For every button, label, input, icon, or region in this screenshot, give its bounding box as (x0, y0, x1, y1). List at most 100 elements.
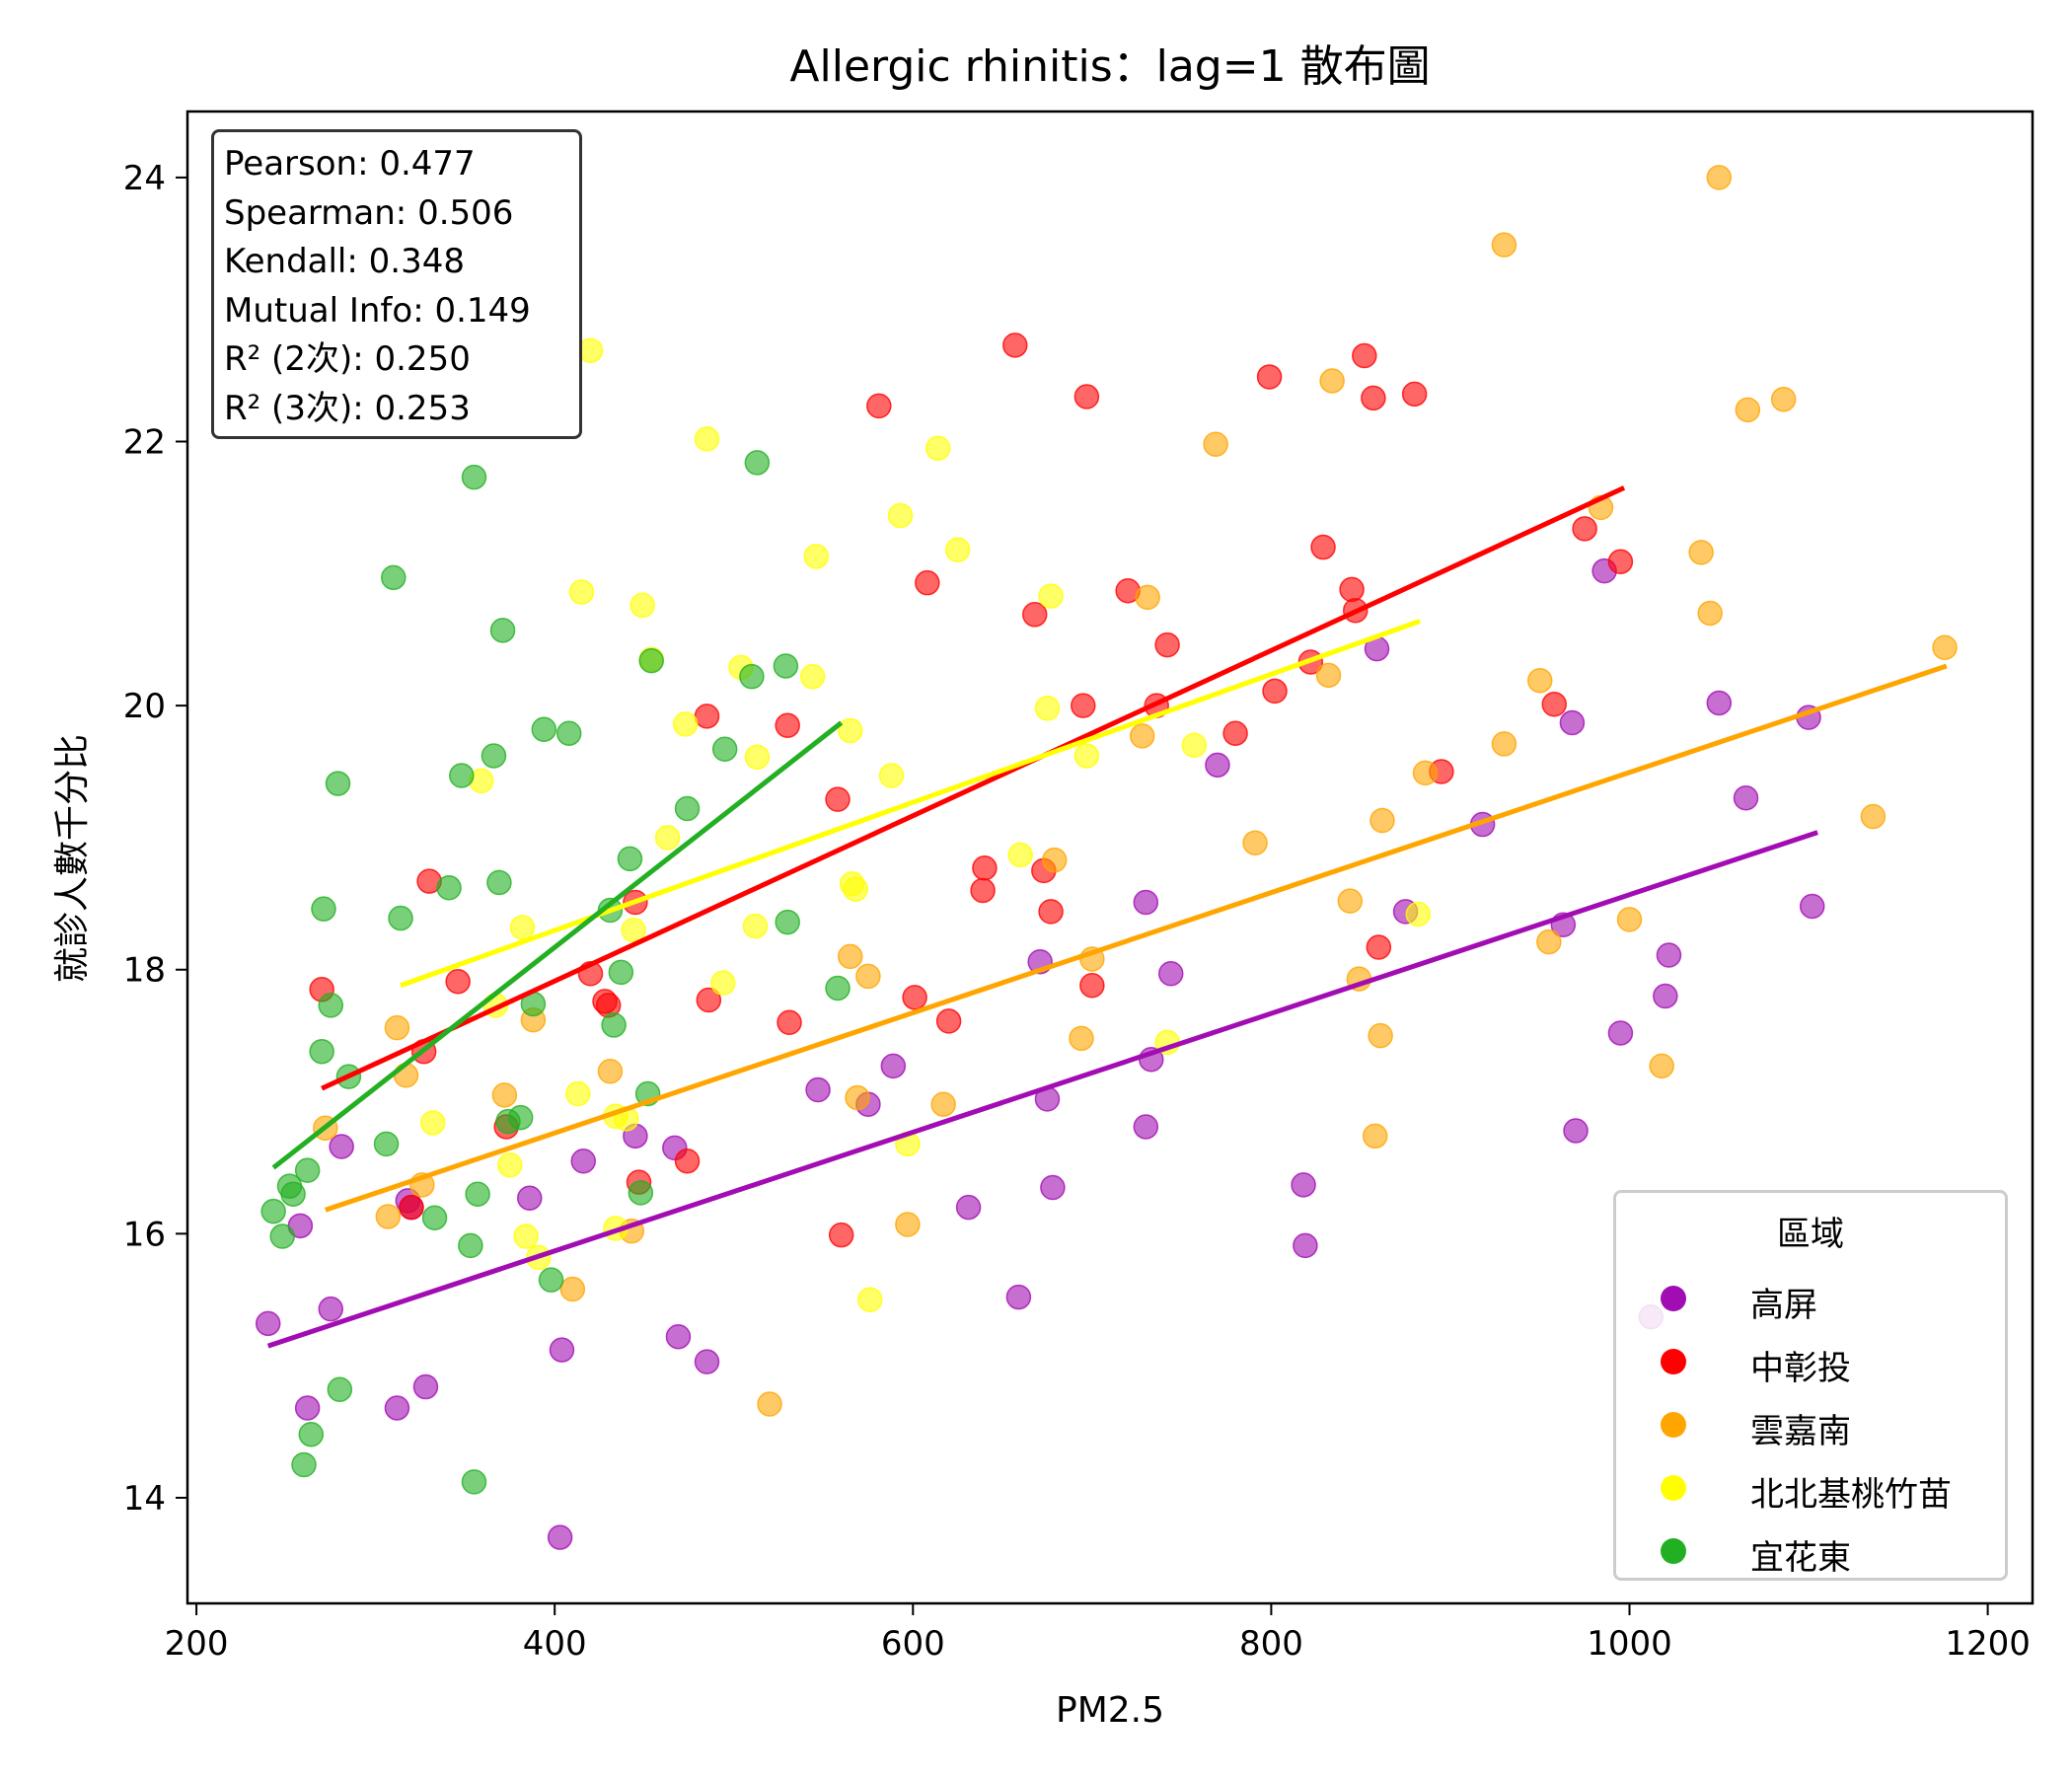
scatter-point (1572, 516, 1597, 542)
scatter-point (629, 592, 655, 619)
regression-line (400, 619, 1421, 989)
scatter-point (1362, 1123, 1388, 1150)
scatter-point (1656, 942, 1682, 968)
scatter-point (497, 1152, 523, 1178)
scatter-point (694, 1349, 720, 1374)
scatter-point (1242, 830, 1268, 856)
scatter-point (855, 963, 881, 990)
x-tick-label: 400 (523, 1624, 587, 1664)
x-tick-label: 800 (1239, 1624, 1303, 1664)
scatter-point (1073, 743, 1100, 769)
legend-marker (1661, 1286, 1686, 1311)
scatter-point (1040, 1174, 1066, 1201)
scatter-point (461, 1469, 487, 1495)
y-tick-label: 24 (123, 159, 166, 198)
scatter-point (1256, 364, 1283, 390)
scatter-point (1559, 709, 1586, 736)
scatter-point (465, 1181, 490, 1207)
scatter-point (694, 704, 720, 729)
scatter-point (1135, 584, 1160, 611)
scatter-point (930, 1091, 956, 1117)
legend: 區域 高屏 中彰投 雲嘉南 北北基桃竹苗 宜花東 (1613, 1190, 2008, 1581)
scatter-point (318, 993, 343, 1018)
scatter-point (935, 1008, 962, 1034)
legend-item: 中彰投 (1616, 1337, 2005, 1388)
scatter-point (1319, 368, 1345, 394)
stat-kendall: Kendall: 0.348 (224, 242, 465, 282)
scatter-point (694, 426, 720, 452)
legend-label: 宜花東 (1750, 1538, 1851, 1578)
scatter-point (1205, 752, 1230, 779)
scatter-point (955, 1194, 982, 1221)
scatter-point (1038, 899, 1064, 925)
correlation-stats-box: Pearson: 0.477 Spearman: 0.506 Kendall: … (211, 129, 582, 439)
scatter-point (1607, 549, 1634, 575)
scatter-point (799, 663, 826, 690)
scatter-point (1352, 342, 1377, 369)
scatter-point (1401, 381, 1428, 408)
scatter-point (895, 1212, 921, 1237)
scatter-point (773, 653, 799, 679)
scatter-point (1616, 907, 1643, 932)
scatter-point (775, 712, 800, 738)
stat-r2-cubic: R² (3次): 0.253 (224, 388, 471, 428)
scatter-point (549, 1337, 575, 1363)
scatter-point (538, 1267, 564, 1293)
scatter-point (1607, 1020, 1634, 1046)
regression-line (271, 720, 844, 1170)
scatter-point (436, 875, 462, 901)
scatter-point (944, 537, 971, 562)
scatter-point (1038, 583, 1064, 609)
scatter-point (412, 1373, 439, 1400)
scatter-point (421, 1205, 448, 1231)
scatter-point (1770, 386, 1797, 412)
scatter-point (1733, 785, 1759, 811)
scatter-point (1491, 731, 1517, 757)
scatter-point (837, 717, 863, 744)
scatter-point (517, 1185, 543, 1211)
x-tick-label: 200 (165, 1624, 229, 1664)
scatter-point (461, 464, 487, 490)
scatter-point (280, 1181, 306, 1207)
scatter-point (757, 1391, 782, 1417)
scatter-point (628, 1180, 654, 1206)
scatter-point (1133, 1114, 1159, 1140)
scatter-point (1262, 678, 1288, 705)
scatter-point (674, 795, 701, 822)
scatter-point (1034, 696, 1061, 721)
scatter-point (555, 720, 582, 746)
scatter-point (739, 663, 765, 690)
scatter-point (1649, 1053, 1674, 1079)
scatter-point (1071, 693, 1096, 718)
scatter-point (1129, 723, 1155, 749)
scatter-point (777, 1009, 802, 1036)
scatter-point (672, 711, 699, 737)
scatter-point (388, 905, 413, 931)
legend-item: 高屏 (1616, 1274, 2005, 1325)
scatter-point (1005, 1284, 1032, 1310)
scatter-point (902, 985, 927, 1010)
scatter-point (711, 736, 738, 763)
scatter-point (491, 1082, 518, 1108)
y-tick-label: 18 (123, 951, 166, 991)
x-tick-label: 1000 (1587, 1624, 1672, 1664)
scatter-point (384, 1395, 410, 1421)
scatter-point (1526, 667, 1553, 694)
scatter-point (710, 970, 736, 996)
scatter-point (1405, 901, 1432, 927)
scatter-point (393, 1063, 419, 1088)
scatter-point (970, 877, 996, 904)
scatter-point (1133, 889, 1159, 916)
scatter-point (1860, 803, 1887, 830)
scatter-point (399, 1194, 424, 1221)
scatter-point (878, 763, 905, 788)
scatter-point (486, 869, 512, 896)
scatter-point (1706, 690, 1733, 716)
scatter-point (1653, 983, 1678, 1009)
scatter-point (925, 435, 951, 461)
scatter-point (1203, 431, 1228, 457)
scatter-point (1369, 807, 1395, 834)
legend-marker (1661, 1538, 1686, 1564)
legend-item: 雲嘉南 (1616, 1400, 2005, 1451)
x-axis-label: PM2.5 (1056, 1690, 1164, 1731)
